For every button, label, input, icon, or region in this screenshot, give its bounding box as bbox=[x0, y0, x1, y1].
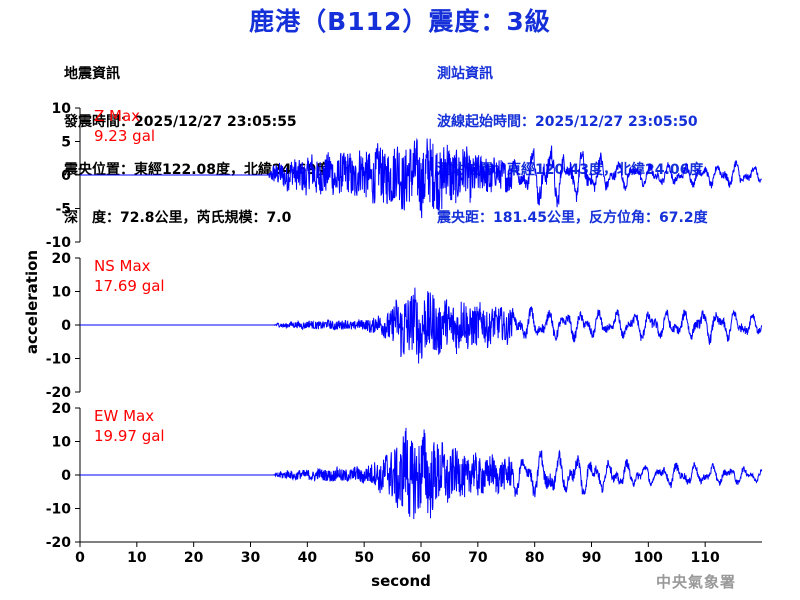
y-tick-label: 0 bbox=[61, 168, 71, 184]
x-tick-label: 0 bbox=[75, 550, 85, 566]
quake-info-heading: 地震資訊 bbox=[64, 66, 120, 82]
max-value-ew: 19.97 gal bbox=[94, 427, 165, 445]
station-info-heading: 測站資訊 bbox=[437, 66, 493, 82]
y-tick-label: 20 bbox=[52, 251, 72, 267]
x-tick-label: 110 bbox=[691, 550, 720, 566]
x-tick-label: 80 bbox=[525, 550, 545, 566]
cwa-watermark: 中央氣象署 bbox=[656, 573, 737, 591]
x-tick-label: 60 bbox=[411, 550, 431, 566]
x-tick-label: 50 bbox=[354, 550, 374, 566]
y-tick-label: -5 bbox=[55, 202, 71, 218]
max-label-z: Z Max bbox=[94, 107, 140, 125]
x-tick-label: 10 bbox=[127, 550, 147, 566]
max-label-ew: EW Max bbox=[94, 407, 154, 425]
x-tick-label: 100 bbox=[634, 550, 663, 566]
station-epicentral-distance: 震央距：181.45公里，反方位角：67.2度 bbox=[437, 210, 708, 226]
waveform-ew bbox=[80, 427, 763, 520]
y-tick-label: -10 bbox=[46, 502, 72, 518]
y-tick-label: 10 bbox=[52, 101, 72, 117]
y-tick-label: 5 bbox=[61, 135, 71, 151]
x-tick-label: 30 bbox=[241, 550, 261, 566]
page-title: 鹿港（B112）震度：3級 bbox=[249, 7, 551, 36]
x-axis-title: second bbox=[371, 572, 431, 590]
x-tick-label: 20 bbox=[184, 550, 204, 566]
y-tick-label: -20 bbox=[46, 535, 72, 551]
y-tick-label: 0 bbox=[61, 468, 71, 484]
x-tick-label: 70 bbox=[468, 550, 488, 566]
y-tick-label: 10 bbox=[52, 435, 72, 451]
y-tick-label: -10 bbox=[46, 235, 72, 251]
station-waveform-start: 波線起始時間：2025/12/27 23:05:50 bbox=[437, 114, 698, 130]
max-label-ns: NS Max bbox=[94, 257, 151, 275]
quake-origin-time: 發震時間：2025/12/27 23:05:55 bbox=[64, 114, 297, 130]
waveform-z bbox=[80, 137, 762, 219]
y-tick-label: 0 bbox=[61, 318, 71, 334]
y-tick-label: 10 bbox=[52, 285, 72, 301]
y-tick-label: -20 bbox=[46, 385, 72, 401]
y-tick-label: 20 bbox=[52, 401, 72, 417]
quake-info-block: 地震資訊 發震時間：2025/12/27 23:05:55 震央位置：東經122… bbox=[64, 34, 330, 242]
max-value-z: 9.23 gal bbox=[94, 127, 155, 145]
quake-epicenter: 震央位置：東經122.08度，北緯24.69度 bbox=[64, 162, 331, 178]
waveform-ns bbox=[80, 287, 763, 364]
y-tick-label: -10 bbox=[46, 352, 72, 368]
y-axis-title: acceleration bbox=[23, 250, 41, 354]
x-tick-label: 40 bbox=[298, 550, 318, 566]
quake-depth-magnitude: 深 度：72.8公里，芮氏規模：7.0 bbox=[64, 210, 292, 226]
x-tick-label: 90 bbox=[582, 550, 602, 566]
max-value-ns: 17.69 gal bbox=[94, 277, 165, 295]
